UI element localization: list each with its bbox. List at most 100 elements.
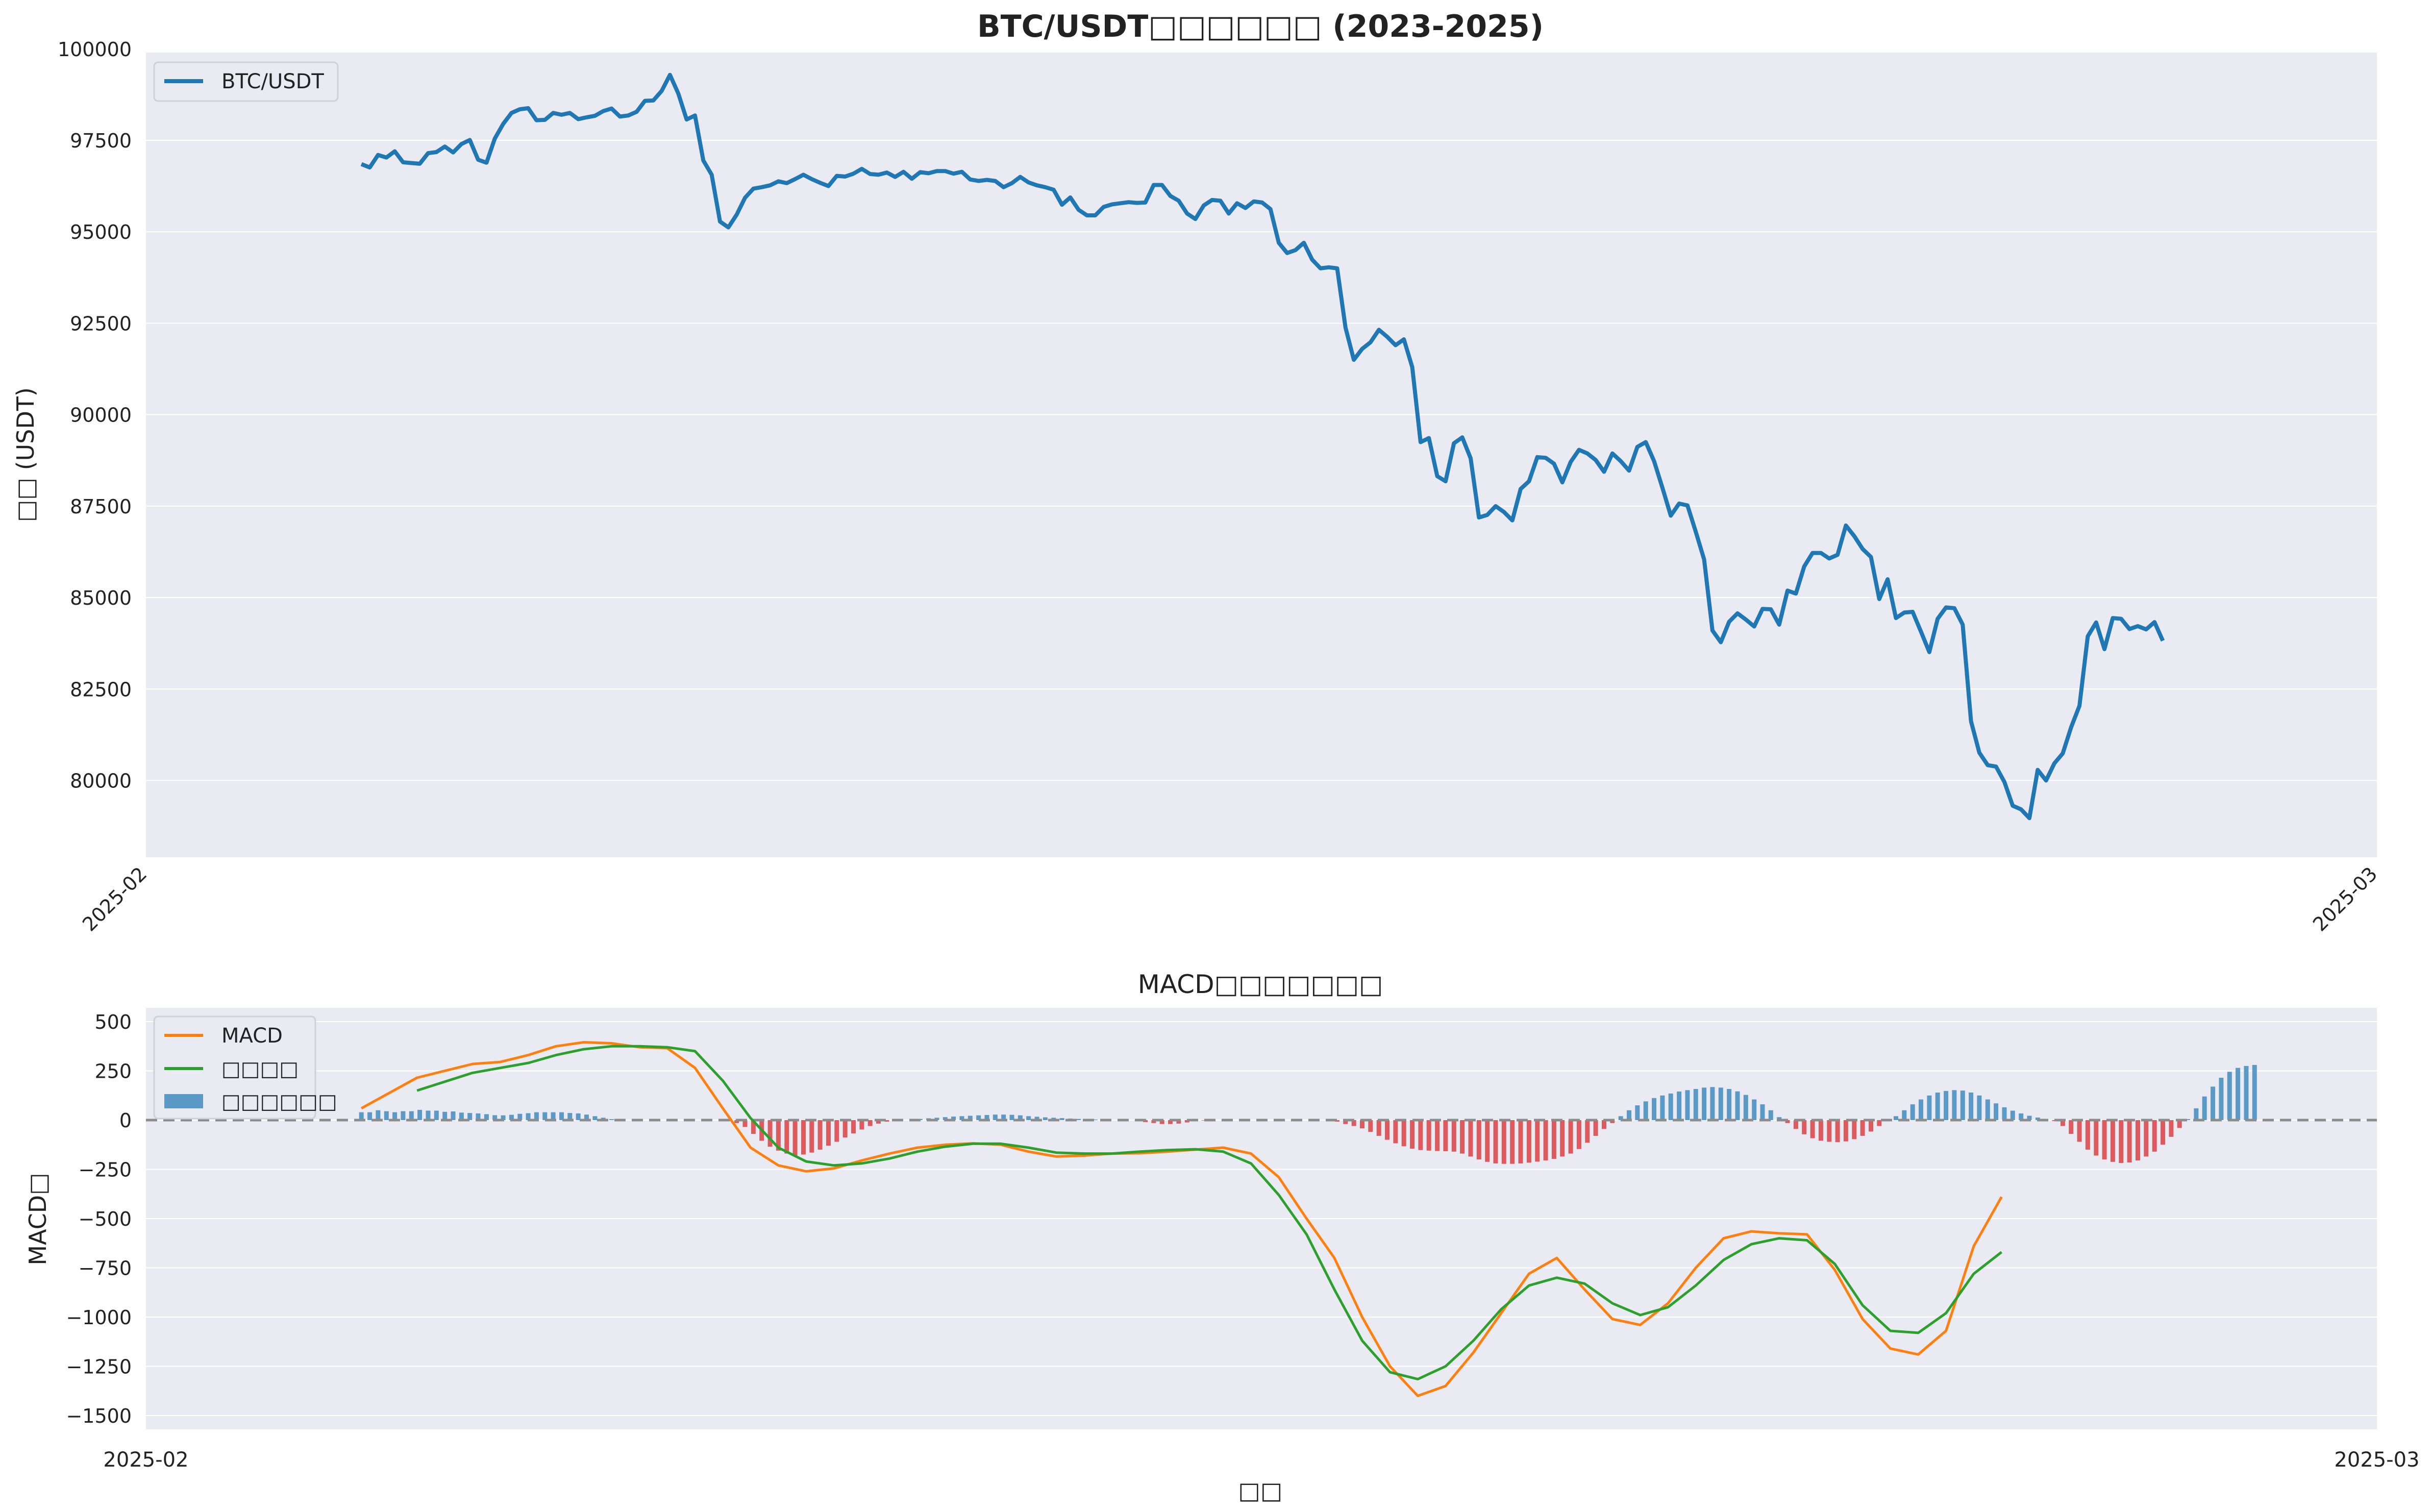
macd-histogram-bar [751,1120,756,1134]
macd-histogram-bar [1568,1120,1573,1154]
macd-y-tick-label: 500 [94,1011,132,1033]
macd-histogram-bar [2161,1120,2165,1145]
macd-histogram-bar [1576,1120,1581,1149]
macd-histogram-bar [1843,1120,1848,1142]
macd-histogram-bar [984,1115,989,1120]
macd-histogram-bar [951,1117,956,1120]
price-y-tick-label: 80000 [70,770,132,792]
macd-histogram-bar [1059,1118,1064,1120]
macd-histogram-bar [1952,1090,1957,1120]
macd-histogram-bar [2019,1113,2024,1120]
macd-histogram-bar [2069,1120,2074,1134]
macd-histogram-bar [742,1120,748,1127]
macd-histogram-bar [476,1113,481,1120]
macd-histogram-bar [1460,1120,1465,1154]
macd-legend-histogram-swatch [164,1094,203,1108]
macd-histogram-bar [2127,1120,2132,1162]
macd-histogram-bar [1919,1099,1923,1120]
macd-histogram-bar [576,1113,581,1120]
macd-y-tick-label: −1250 [66,1355,132,1378]
macd-histogram-bar [1985,1099,1990,1120]
macd-histogram-bar [2202,1096,2207,1120]
macd-histogram-bar [1785,1120,1790,1123]
macd-histogram-bar [1818,1120,1823,1141]
macd-histogram-bar [509,1114,514,1120]
macd-histogram-bar [1643,1101,1648,1120]
macd-histogram-bar [1435,1120,1440,1151]
price-legend-label: BTC/USDT [221,70,324,93]
macd-histogram-bar [776,1120,781,1151]
macd-histogram-bar [1510,1120,1515,1164]
macd-histogram-bar [2035,1118,2040,1120]
macd-histogram-bar [876,1120,881,1124]
macd-histogram-bar [1443,1120,1448,1151]
macd-histogram-bar [967,1116,973,1120]
macd-histogram-bar [1660,1095,1665,1120]
macd-histogram-bar [401,1111,406,1120]
macd-histogram-bar [409,1111,414,1120]
macd-histogram-bar [1710,1087,1715,1120]
macd-histogram-bar [734,1120,739,1123]
macd-histogram-group [359,1064,2257,1164]
macd-histogram-bar [1543,1120,1548,1161]
macd-histogram-bar [559,1112,564,1120]
macd-histogram-bar [1518,1120,1523,1163]
macd-histogram-bar [1835,1120,1840,1143]
macd-histogram-bar [1827,1120,1832,1142]
macd-histogram-bar [1001,1114,1006,1120]
macd-histogram-bar [1760,1104,1765,1120]
macd-histogram-bar [1752,1099,1757,1120]
price-plot-area [146,53,2377,857]
price-y-tick-label: 85000 [70,587,132,609]
price-legend: BTC/USDT [153,61,339,102]
price-gridlines [146,140,2377,781]
macd-histogram-bar [1627,1110,1631,1120]
macd-histogram-bar [459,1112,464,1120]
macd-histogram-bar [2060,1120,2065,1126]
macd-histogram-bar [492,1115,498,1120]
macd-histogram-bar [1994,1103,1999,1120]
macd-histogram-bar [1468,1120,1473,1157]
macd-histogram-bar [2211,1086,2216,1120]
macd-histogram-bar [592,1116,598,1120]
macd-histogram-bar [1902,1110,1907,1120]
price-y-tick-label: 97500 [70,130,132,152]
macd-histogram-bar [2144,1120,2149,1157]
price-y-tick-label: 87500 [70,495,132,518]
macd-y-axis-label: MACD□ [24,1173,52,1265]
macd-histogram-bar [1894,1116,1898,1120]
macd-histogram-bar [542,1112,548,1120]
signal-line [416,1045,2003,1381]
macd-histogram-bar [434,1110,439,1120]
macd-histogram-bar [1376,1120,1381,1136]
macd-histogram-bar [1476,1120,1481,1160]
macd-x-axis-label: □□ [1238,1477,1283,1504]
macd-histogram-bar [1385,1120,1389,1140]
macd-histogram-bar [2027,1116,2032,1120]
macd-histogram-bar [551,1112,556,1120]
price-series-group [360,72,2165,821]
macd-y-tick-labels: −1500 −1250 −1000 −750 −500 −250 0 250 500 [66,1011,132,1427]
price-series-line [360,72,2165,821]
macd-legend-histogram-label: □□□□□□ [221,1090,337,1113]
macd-histogram-bar [467,1113,473,1120]
macd-histogram-bar [1043,1117,1048,1120]
macd-histogram-bar [1635,1105,1640,1120]
macd-histogram-bar [2136,1120,2140,1161]
macd-histogram-bar [2085,1120,2090,1150]
macd-histogram-bar [392,1112,398,1120]
macd-histogram-bar [992,1114,998,1120]
macd-histogram-bar [1485,1120,1490,1162]
macd-histogram-bar [959,1116,964,1120]
macd-histogram-bar [1585,1120,1590,1143]
macd-histogram-bar [2194,1108,2199,1121]
macd-histogram-bar [784,1120,789,1154]
macd-histogram-bar [2077,1120,2082,1142]
macd-legend-signal-label: □□□□ [221,1057,299,1081]
macd-histogram-bar [1410,1120,1415,1149]
macd-histogram-bar [1401,1120,1406,1147]
macd-histogram-bar [1618,1116,1623,1120]
macd-histogram-bar [1493,1120,1498,1163]
macd-legend-box [153,1015,316,1120]
